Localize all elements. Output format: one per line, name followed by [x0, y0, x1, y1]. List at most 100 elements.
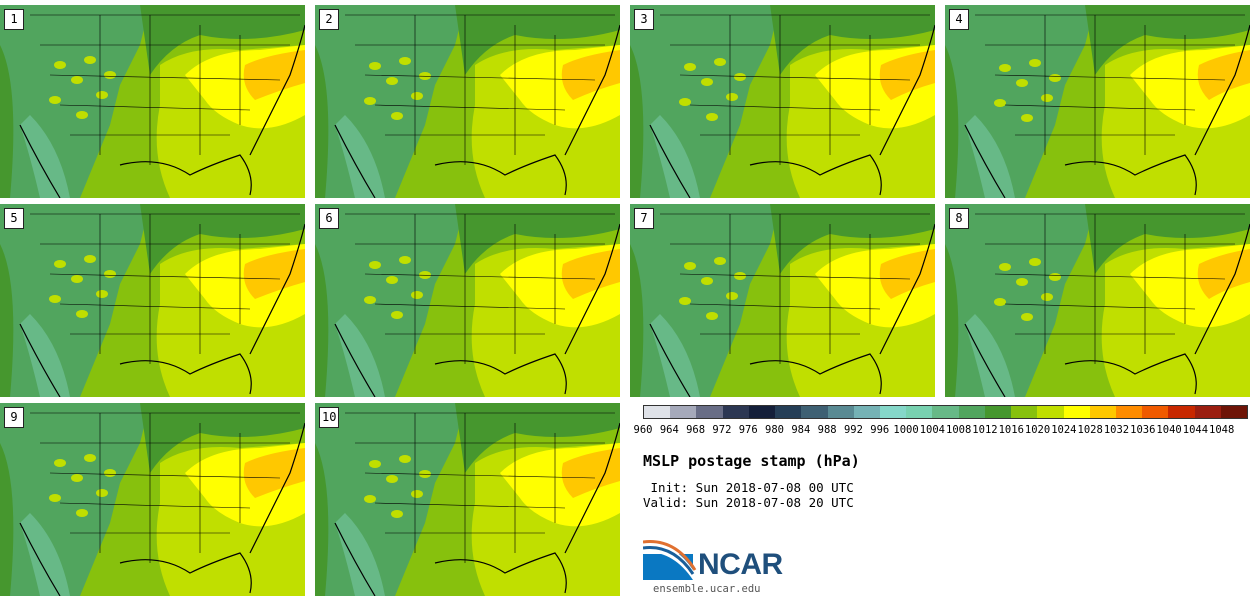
boundaries — [19, 14, 305, 198]
terrain-patch — [49, 96, 61, 104]
terrain-patch — [84, 454, 96, 462]
terrain-patch — [1021, 313, 1033, 321]
colorbar-swatch — [827, 406, 854, 418]
terrain-patch — [994, 99, 1006, 107]
terrain-patch — [1041, 94, 1053, 102]
colorbar-swatch — [1089, 406, 1116, 418]
terrain-patch — [49, 494, 61, 502]
colorbar — [643, 405, 1248, 419]
site-url: ensemble.ucar.edu — [653, 583, 761, 595]
terrain-patch — [1049, 273, 1061, 281]
pressure-region — [315, 443, 329, 596]
colorbar-tick-label: 1000 — [893, 424, 919, 436]
terrain-patch — [364, 296, 376, 304]
pressure-region — [630, 244, 644, 397]
colorbar-swatch — [1063, 406, 1090, 418]
colorbar-ticks: 960 964 968 972 976 980 984 988 992 996 1000 1004 10… — [634, 424, 1248, 438]
colorbar-tick-label: 1020 — [1024, 424, 1051, 436]
terrain-patch — [71, 76, 83, 84]
pressure-region — [243, 249, 305, 299]
colorbar-tick-label: 1040 — [1156, 424, 1182, 436]
boundaries — [649, 213, 935, 397]
pressure-region — [561, 448, 620, 498]
pressure-region — [561, 50, 620, 100]
terrain-patch — [411, 291, 423, 299]
boundaries — [334, 412, 620, 596]
pressure-region — [650, 314, 700, 397]
valid-time: Valid: Sun 2018-07-08 20 UTC — [643, 495, 854, 510]
boundaries — [964, 213, 1250, 397]
terrain-patch — [399, 455, 411, 463]
colorbar-tick-label: 1028 — [1077, 424, 1103, 436]
colorbar-tick-label: 1004 — [919, 424, 945, 436]
map-panel: 8 — [945, 204, 1250, 397]
terrain-patch — [386, 475, 398, 483]
terrain-patch — [84, 255, 96, 263]
terrain-patch — [391, 510, 403, 518]
terrain-patch — [391, 112, 403, 120]
map-panel: 3 — [630, 5, 935, 198]
colorbar-tick-label: 1048 — [1209, 424, 1235, 436]
terrain-patch — [419, 72, 431, 80]
colorbar-tick-label: 968 — [686, 424, 706, 436]
colorbar-swatch — [932, 406, 959, 418]
pressure-region — [879, 249, 935, 299]
panel-number: 8 — [949, 208, 969, 229]
pressure-region — [315, 244, 329, 397]
colorbar-tick-label: 1044 — [1182, 424, 1209, 436]
terrain-patch — [369, 62, 381, 70]
terrain-patch — [71, 275, 83, 283]
colorbar-swatch — [696, 406, 723, 418]
map-panel: 9 — [0, 403, 305, 596]
boundaries — [19, 412, 305, 596]
colorbar-tick-label: 1008 — [945, 424, 972, 436]
colorbar-swatch — [984, 406, 1012, 418]
page-title: MSLP postage stamp (hPa) — [643, 452, 860, 470]
terrain-patch — [1049, 74, 1061, 82]
terrain-patch — [399, 256, 411, 264]
pressure-region — [335, 115, 385, 198]
boundaries — [964, 14, 1250, 198]
colorbar-swatch — [775, 406, 802, 418]
terrain-patch — [684, 262, 696, 270]
pressure-region — [770, 204, 935, 274]
pressure-region — [140, 403, 305, 473]
pressure-region — [243, 50, 305, 100]
pressure-region — [455, 403, 620, 473]
panel-number: 3 — [634, 9, 654, 30]
colorbar-tick-label: 960 — [633, 424, 653, 436]
pressure-region — [335, 513, 385, 596]
pressure-region — [335, 314, 385, 397]
terrain-patch — [999, 263, 1011, 271]
ncar-logo-icon — [643, 540, 697, 580]
pressure-region — [879, 50, 935, 100]
colorbar-tick-label: 976 — [738, 424, 758, 436]
terrain-patch — [104, 270, 116, 278]
terrain-patch — [419, 271, 431, 279]
pressure-region — [1197, 249, 1250, 299]
colorbar-swatch — [1037, 406, 1064, 418]
colorbar-tick-label: 1032 — [1103, 424, 1130, 436]
terrain-patch — [714, 58, 726, 66]
pressure-region — [650, 115, 700, 198]
terrain-patch — [419, 470, 431, 478]
terrain-patch — [54, 61, 66, 69]
terrain-patch — [369, 261, 381, 269]
boundaries — [334, 14, 620, 198]
terrain-patch — [1021, 114, 1033, 122]
terrain-patch — [714, 257, 726, 265]
pressure-region — [20, 513, 70, 596]
map-panel: 4 — [945, 5, 1250, 198]
colorbar-swatch — [1220, 406, 1248, 418]
pressure-region — [1197, 50, 1250, 100]
panel-number: 7 — [634, 208, 654, 229]
pressure-region — [1085, 5, 1250, 75]
map-panel: 5 — [0, 204, 305, 397]
terrain-patch — [734, 272, 746, 280]
terrain-patch — [701, 277, 713, 285]
colorbar-tick-label: 984 — [791, 424, 811, 436]
terrain-patch — [734, 73, 746, 81]
colorbar-swatch — [879, 406, 907, 418]
colorbar-tick-label: 992 — [843, 424, 863, 436]
terrain-patch — [391, 311, 403, 319]
